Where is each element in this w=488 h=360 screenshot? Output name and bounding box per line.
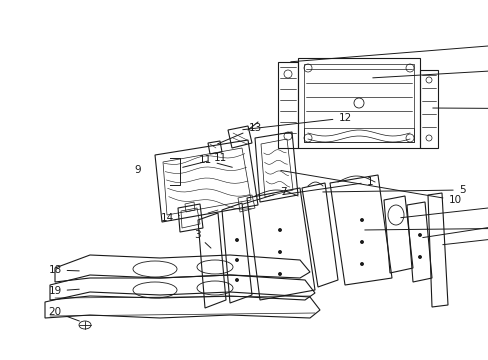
Ellipse shape xyxy=(418,256,421,258)
Ellipse shape xyxy=(360,240,363,243)
Text: 12: 12 xyxy=(242,113,351,130)
Text: 11: 11 xyxy=(198,155,232,167)
Text: 14: 14 xyxy=(160,213,179,223)
Ellipse shape xyxy=(235,258,238,261)
Ellipse shape xyxy=(278,273,281,275)
Text: 4: 4 xyxy=(422,203,488,238)
Text: 2: 2 xyxy=(364,223,488,233)
Ellipse shape xyxy=(278,229,281,231)
Ellipse shape xyxy=(235,279,238,282)
Text: 19: 19 xyxy=(48,286,79,296)
Ellipse shape xyxy=(360,262,363,266)
Text: 17: 17 xyxy=(372,57,488,78)
Text: 7: 7 xyxy=(242,187,286,204)
Text: 9: 9 xyxy=(134,165,141,175)
Text: 20: 20 xyxy=(48,307,79,321)
Ellipse shape xyxy=(235,238,238,242)
Text: 11: 11 xyxy=(183,153,226,167)
Ellipse shape xyxy=(278,251,281,253)
Ellipse shape xyxy=(418,234,421,237)
Text: 3: 3 xyxy=(193,230,210,248)
Ellipse shape xyxy=(360,219,363,221)
Text: 6: 6 xyxy=(400,193,488,218)
Text: 13: 13 xyxy=(217,123,261,144)
Text: 10: 10 xyxy=(280,171,461,205)
Text: 15: 15 xyxy=(290,37,488,62)
Text: 18: 18 xyxy=(48,265,79,275)
Text: 16: 16 xyxy=(432,105,488,115)
Text: 8: 8 xyxy=(442,215,488,245)
Text: 1: 1 xyxy=(282,177,372,195)
Text: 5: 5 xyxy=(322,185,465,195)
